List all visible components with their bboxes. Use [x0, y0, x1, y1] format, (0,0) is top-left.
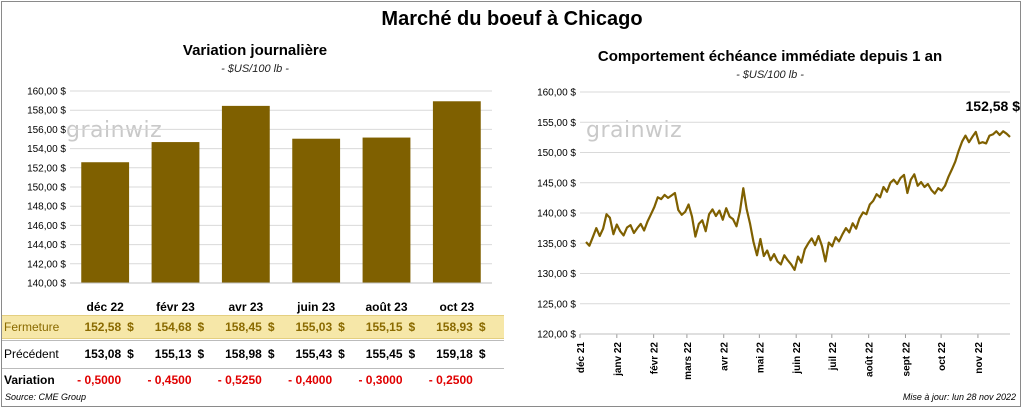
line-x-tick-label: oct 22: [937, 342, 948, 371]
line-x-tick-label: déc 21: [576, 342, 587, 374]
bar-y-tick-label: 140,00 $: [27, 279, 66, 290]
price-series-line: [585, 130, 1011, 271]
bar-5: [432, 101, 481, 283]
bar-0: [81, 162, 130, 283]
line-y-tick-label: 120,00 $: [537, 330, 576, 341]
var-row: Variation - 0,5000 - 0,4500 - 0,5250 - 0,40…: [2, 369, 504, 391]
prev-currency-2: $: [267, 347, 275, 361]
line-y-tick-label: 160,00 $: [537, 88, 576, 99]
prev-value-2: 158,98: [225, 347, 262, 361]
bar-1: [151, 142, 200, 283]
bar-chart: 140,00 $ 142,00 $ 144,00 $ 146,00 $ 148,00 $…: [27, 87, 492, 314]
prev-value-0: 153,08: [84, 347, 122, 361]
prev-value-5: 159,18: [436, 347, 473, 361]
line-y-tick-label: 155,00 $: [537, 118, 576, 129]
line-x-tick-label: janv 22: [613, 342, 624, 377]
line-y-tick-label: 135,00 $: [537, 239, 576, 250]
bar-3: [292, 138, 341, 283]
prev-value-3: 155,43: [295, 347, 333, 361]
bar-category-label: oct 23: [439, 300, 474, 314]
line-x-tick-label: août 22: [865, 342, 876, 377]
bar-y-tick-label: 154,00 $: [27, 144, 66, 155]
bar-y-tick-label: 158,00 $: [27, 106, 66, 117]
var-value-5: - 0,2500: [428, 373, 473, 387]
close-value-3: 155,03: [295, 320, 333, 334]
close-value-2: 158,45: [225, 320, 262, 334]
close-value-0: 152,58: [84, 320, 122, 334]
bar-category-label: déc 22: [86, 300, 124, 314]
prev-currency-3: $: [338, 347, 345, 361]
var-value-4: - 0,3000: [358, 373, 403, 387]
bar-category-label: août 23: [365, 300, 407, 314]
bar-y-tick-label: 144,00 $: [27, 240, 66, 251]
prev-currency-5: $: [478, 347, 486, 361]
prev-currency-1: $: [197, 347, 205, 361]
bar-y-tick-label: 146,00 $: [27, 221, 66, 232]
close-value-1: 154,68: [154, 320, 192, 334]
bar-y-tick-label: 152,00 $: [27, 163, 66, 174]
close-currency-5: $: [478, 320, 486, 334]
var-value-1: - 0,4500: [147, 373, 192, 387]
bar-4: [362, 137, 411, 283]
close-currency-3: $: [338, 320, 345, 334]
close-currency-2: $: [267, 320, 275, 334]
bar-category-label: juin 23: [296, 300, 335, 314]
line-x-tick-label: févr 22: [650, 342, 661, 375]
close-currency-4: $: [408, 320, 416, 334]
close-value-4: 155,15: [365, 320, 403, 334]
line-y-tick-label: 130,00 $: [537, 269, 576, 280]
grainwiz-logo-left: grainwiz: [66, 118, 163, 143]
close-value-5: 158,93: [436, 320, 473, 334]
prev-value-1: 155,13: [154, 347, 192, 361]
prev-currency-0: $: [127, 347, 134, 361]
line-chart: 120,00 $ 125,00 $ 130,00 $ 135,00 $ 140,00 $…: [537, 88, 1021, 380]
line-x-tick-label: sept 22: [901, 342, 912, 377]
close-currency-1: $: [197, 320, 205, 334]
var-value-0: - 0,5000: [77, 373, 122, 387]
line-x-tick-label: mars 22: [683, 342, 694, 380]
close-label: Fermeture: [4, 320, 60, 334]
bar-y-tick-label: 156,00 $: [27, 125, 66, 136]
line-x-tick-label: juin 22: [792, 342, 803, 375]
prev-row: Précédent 153,08 $155,13 $158,98 $155,43 $15…: [2, 343, 504, 365]
row-separator: [2, 340, 504, 341]
line-y-tick-label: 140,00 $: [537, 209, 576, 220]
last-price-label: 152,58 $: [966, 98, 1021, 114]
prev-value-4: 155,45: [365, 347, 403, 361]
main-title: Marché du boeuf à Chicago: [381, 8, 643, 30]
left-chart-unit: - $US/100 lb -: [221, 63, 289, 75]
left-chart-title: Variation journalière: [182, 42, 328, 59]
close-currency-0: $: [127, 320, 134, 334]
close-row: Fermeture 152,58 $154,68 $158,45 $155,03 $15…: [2, 315, 504, 339]
row-separator: [2, 368, 504, 369]
prev-currency-4: $: [408, 347, 416, 361]
var-value-3: - 0,4000: [288, 373, 333, 387]
bar-category-label: avr 23: [228, 300, 263, 314]
line-x-tick-label: nov 22: [974, 342, 985, 374]
line-x-tick-label: juil 22: [828, 342, 839, 372]
bar-2: [221, 105, 270, 283]
update-note: Mise à jour: lun 28 nov 2022: [902, 392, 1016, 402]
bar-y-tick-label: 160,00 $: [27, 87, 66, 98]
bar-y-tick-label: 150,00 $: [27, 183, 66, 194]
bar-y-tick-label: 148,00 $: [27, 202, 66, 213]
right-chart-title: Comportement échéance immédiate depuis 1…: [597, 48, 943, 65]
line-y-tick-label: 125,00 $: [537, 299, 576, 310]
source-note: Source: CME Group: [5, 392, 87, 402]
line-x-tick-label: mai 22: [755, 342, 766, 374]
line-x-tick-label: avr 22: [720, 342, 731, 371]
var-value-2: - 0,5250: [217, 373, 262, 387]
bar-category-label: févr 23: [156, 300, 195, 314]
line-y-tick-label: 150,00 $: [537, 148, 576, 159]
bar-y-tick-label: 142,00 $: [27, 259, 66, 270]
right-chart-unit: - $US/100 lb -: [736, 69, 804, 81]
var-label: Variation: [4, 373, 55, 387]
prev-label: Précédent: [4, 347, 59, 361]
line-y-tick-label: 145,00 $: [537, 178, 576, 189]
